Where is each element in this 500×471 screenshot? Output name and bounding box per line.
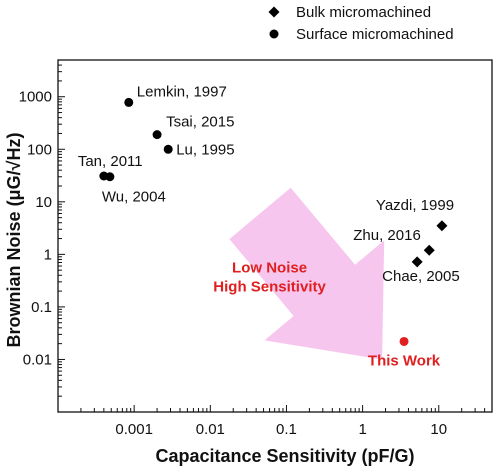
point-this-work	[399, 336, 409, 346]
y-axis-ticks: 1000 100 10 1 0.1 0.01	[19, 59, 65, 413]
y-tick-label: 1000	[19, 89, 52, 106]
y-tick-label: 0.01	[23, 351, 52, 368]
label-chae-2005: Chae, 2005	[382, 268, 460, 285]
annotation-line: High Sensitivity	[213, 279, 326, 296]
x-axis-ticks: 0.001 0.01 0.1 1 10	[57, 405, 493, 438]
point-chae-2005	[411, 256, 423, 268]
trend-arrow-layer	[229, 187, 385, 360]
legend: Bulk micromachined Surface micromachined	[268, 4, 454, 43]
legend-marker-surface-micromachined	[269, 29, 279, 39]
point-labels: Yazdi, 1999 Zhu, 2016 Chae, 2005 Lemkin, 19…	[78, 83, 460, 369]
legend-label-bulk-micromachined: Bulk micromachined	[296, 4, 431, 21]
label-wu-2004: Wu, 2004	[102, 189, 166, 206]
x-tick-label: 0.1	[276, 421, 297, 438]
point-yazdi-1999	[436, 220, 448, 232]
legend-marker-bulk-micromachined	[268, 6, 280, 18]
y-tick-label: 100	[27, 141, 52, 158]
point-zhu-2016	[423, 244, 435, 256]
point-lu-1995	[163, 144, 173, 154]
legend-label-surface-micromachined: Surface micromachined	[296, 26, 454, 43]
y-tick-label: 1	[44, 246, 52, 263]
x-axis-title: Capacitance Sensitivity (pF/G)	[155, 446, 414, 466]
label-lemkin-1997: Lemkin, 1997	[137, 83, 227, 100]
trend-arrow	[229, 187, 385, 360]
data-points	[99, 97, 448, 346]
x-tick-label: 0.001	[115, 421, 153, 438]
label-zhu-2016: Zhu, 2016	[353, 227, 421, 244]
point-tsai-2015	[152, 130, 162, 140]
label-this-work: This Work	[368, 352, 441, 369]
point-wu-2004	[105, 172, 115, 182]
y-tick-label: 0.1	[31, 299, 52, 316]
label-yazdi-1999: Yazdi, 1999	[376, 197, 454, 214]
point-lemkin-1997	[124, 97, 134, 107]
label-tan-2011: Tan, 2011	[78, 153, 143, 170]
label-tsai-2015: Tsai, 2015	[166, 114, 234, 131]
annotation-line: Low Noise	[232, 260, 307, 277]
label-lu-1995: Lu, 1995	[176, 141, 234, 158]
x-tick-label: 10	[430, 421, 447, 438]
y-axis-title: Brownian Noise (μG/√Hz)	[4, 133, 24, 348]
x-tick-label: 0.01	[196, 421, 225, 438]
annotation-text: Low Noise High Sensitivity	[213, 260, 326, 296]
y-tick-label: 10	[35, 194, 52, 211]
x-tick-label: 1	[358, 421, 366, 438]
